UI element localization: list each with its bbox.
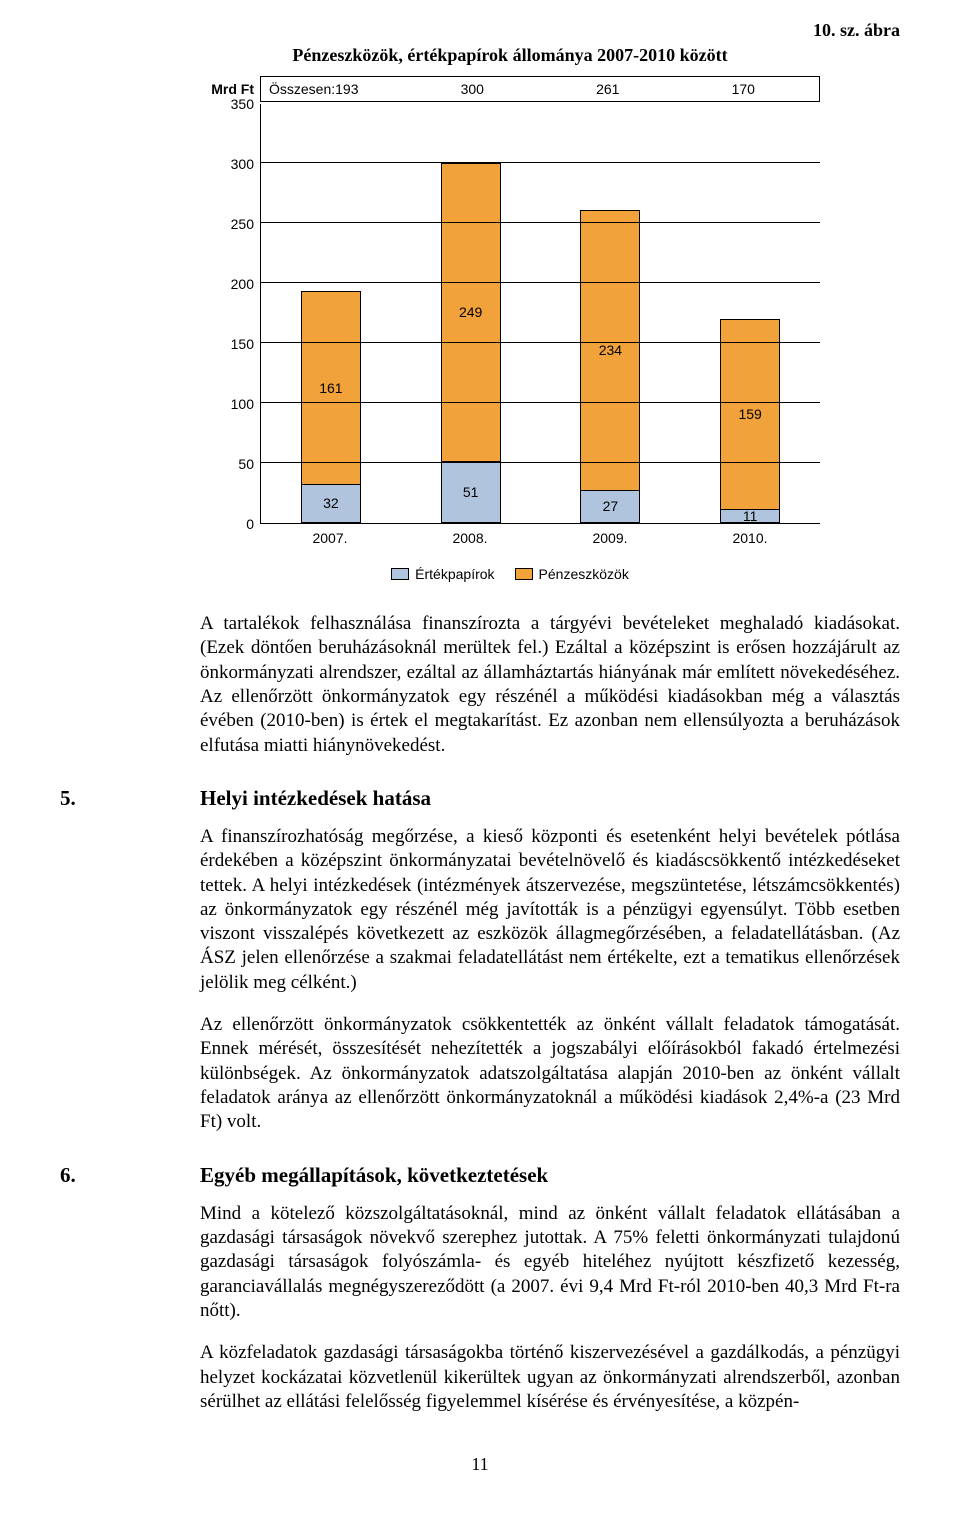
x-cat-3: 2010. <box>680 530 820 546</box>
y-tick: 300 <box>231 156 254 172</box>
grid-line <box>261 222 820 223</box>
y-tick: 100 <box>231 396 254 412</box>
y-tick: 50 <box>238 456 254 472</box>
bar-group: 161 32 <box>301 104 361 523</box>
bar-seg-penzeszkozok: 234 <box>580 210 640 491</box>
x-axis: 2007. 2008. 2009. 2010. <box>260 524 820 546</box>
section-5-para-1: Az ellenőrzött önkormányzatok csökkentet… <box>200 1013 900 1135</box>
y-tick: 350 <box>231 96 254 112</box>
bar-label: 234 <box>599 342 622 358</box>
bar-seg-ertekpapirok: 11 <box>720 510 780 523</box>
x-cat-1: 2008. <box>400 530 540 546</box>
bar-group: 159 11 <box>720 104 780 523</box>
section-6-para-0: Mind a kötelező közszolgáltatásoknál, mi… <box>200 1202 900 1324</box>
para-after-chart: A tartalékok felhasználása finanszírozta… <box>200 612 900 758</box>
section-6-title: Egyéb megállapítások, következtetések <box>200 1163 548 1188</box>
legend-swatch-ertekpapirok <box>391 568 409 580</box>
grid-line <box>261 402 820 403</box>
grid-line <box>261 462 820 463</box>
bars-layer: 161 32 249 51 234 27 159 11 <box>261 104 820 523</box>
y-tick: 0 <box>246 516 254 532</box>
y-tick: 150 <box>231 336 254 352</box>
bar-group: 249 51 <box>441 104 501 523</box>
section-5-header: 5. Helyi intézkedések hatása <box>60 786 900 811</box>
legend-swatch-penzeszkozok <box>515 568 533 580</box>
grid-line <box>261 342 820 343</box>
section-6-num: 6. <box>60 1163 200 1188</box>
total-3: 170 <box>676 81 812 97</box>
plot-row: 050100150200250300350 161322495123427159… <box>200 104 820 524</box>
y-tick: 250 <box>231 216 254 232</box>
legend-label-ertekpapirok: Értékpapírok <box>415 566 494 582</box>
chart-title: Pénzeszközök, értékpapírok állománya 200… <box>200 45 820 66</box>
page-number: 11 <box>60 1454 900 1475</box>
bar-label: 159 <box>738 406 761 422</box>
total-1: 300 <box>405 81 541 97</box>
section-6-para-1: A közfeladatok gazdasági társaságokba tö… <box>200 1341 900 1414</box>
legend-label-penzeszkozok: Pénzeszközök <box>539 566 629 582</box>
x-cat-0: 2007. <box>260 530 400 546</box>
bar-label: 32 <box>323 495 339 511</box>
figure-number: 10. sz. ábra <box>60 20 900 41</box>
legend-item-ertekpapirok: Értékpapírok <box>391 566 494 582</box>
bar-group: 234 27 <box>580 104 640 523</box>
chart-container: Pénzeszközök, értékpapírok állománya 200… <box>200 45 820 582</box>
section-5-body: A finanszírozhatóság megőrzése, a kieső … <box>200 825 900 1135</box>
section-6-header: 6. Egyéb megállapítások, következtetések <box>60 1163 900 1188</box>
bar-label: 249 <box>459 304 482 320</box>
legend: Értékpapírok Pénzeszközök <box>200 566 820 582</box>
x-cat-2: 2009. <box>540 530 680 546</box>
y-tick: 200 <box>231 276 254 292</box>
section-5-para-0: A finanszírozhatóság megőrzése, a kieső … <box>200 825 900 995</box>
bar-label: 11 <box>721 508 779 524</box>
section-5-num: 5. <box>60 786 200 811</box>
legend-item-penzeszkozok: Pénzeszközök <box>515 566 629 582</box>
bar-seg-ertekpapirok: 32 <box>301 485 361 523</box>
bar-seg-ertekpapirok: 51 <box>441 462 501 523</box>
totals-prefix-cell: Összesen:193 <box>269 81 405 97</box>
total-0: 193 <box>335 81 358 97</box>
total-2: 261 <box>540 81 676 97</box>
y-axis: 050100150200250300350 <box>200 104 260 524</box>
y-unit-label: Mrd Ft <box>200 81 260 97</box>
bar-seg-penzeszkozok: 161 <box>301 291 361 484</box>
bar-seg-penzeszkozok: 159 <box>720 319 780 510</box>
plot-area: 161 32 249 51 234 27 159 11 <box>260 104 820 524</box>
grid-line <box>261 282 820 283</box>
section-5-title: Helyi intézkedések hatása <box>200 786 431 811</box>
section-6-body: Mind a kötelező közszolgáltatásoknál, mi… <box>200 1202 900 1415</box>
bar-label: 161 <box>319 380 342 396</box>
totals-row: Mrd Ft Összesen:193 300 261 170 <box>200 76 820 102</box>
bar-seg-penzeszkozok: 249 <box>441 163 501 462</box>
bar-label: 51 <box>463 484 479 500</box>
totals-box: Összesen:193 300 261 170 <box>260 76 820 102</box>
totals-prefix: Összesen: <box>269 81 335 97</box>
bar-label: 27 <box>603 498 619 514</box>
grid-line <box>261 162 820 163</box>
bar-seg-ertekpapirok: 27 <box>580 491 640 523</box>
